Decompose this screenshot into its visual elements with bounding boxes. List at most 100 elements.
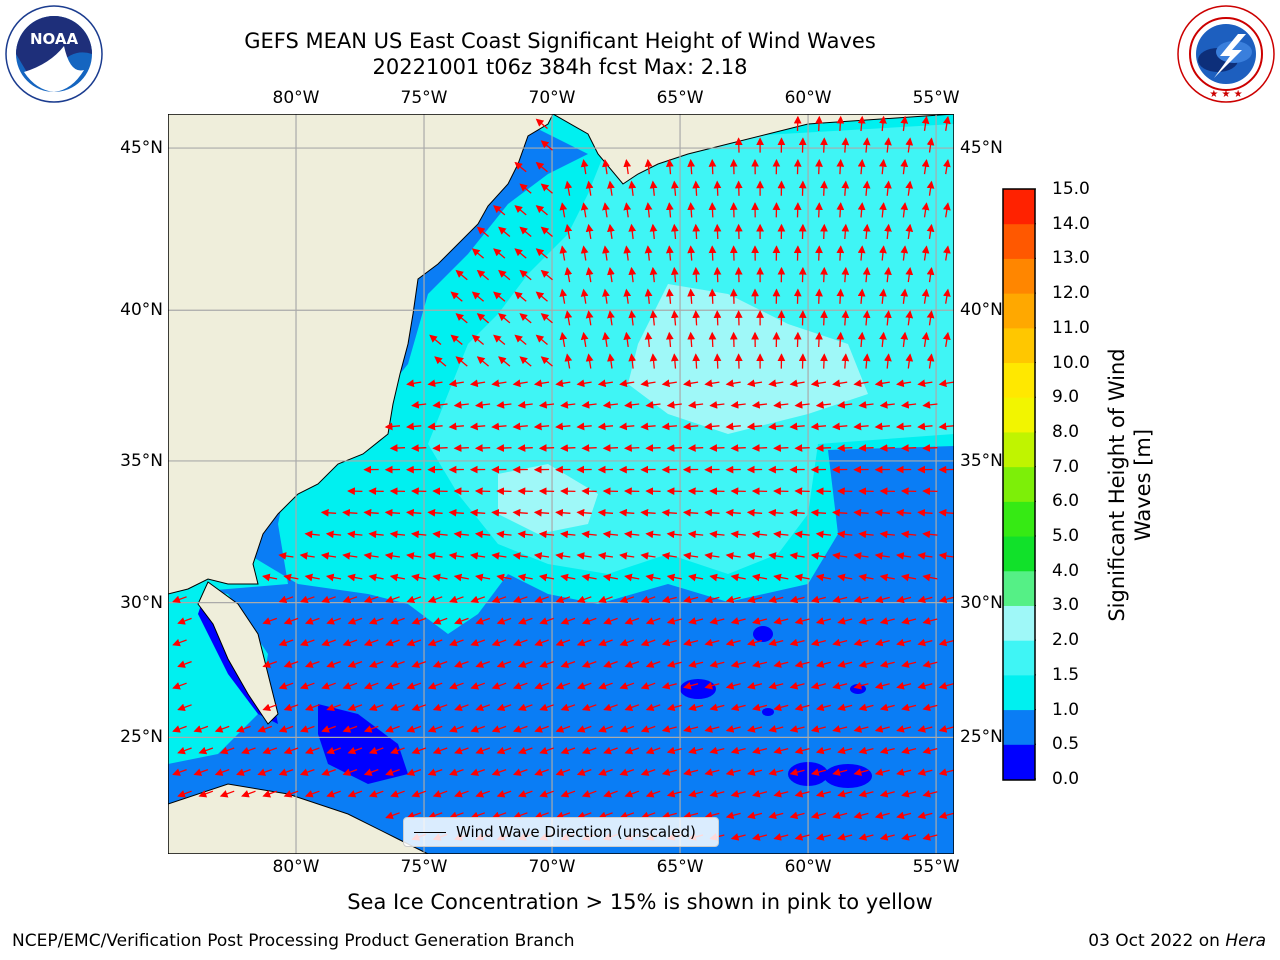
wind-wave-arrow [493,248,506,259]
wind-wave-arrow [321,725,336,733]
wind-wave-arrow [858,530,874,539]
wind-wave-arrow [193,768,209,776]
wind-wave-arrow [455,269,468,281]
wind-wave-arrow [857,158,866,175]
wind-wave-arrow [879,202,887,218]
wind-wave-arrow [768,422,784,431]
wind-wave-arrow [576,768,592,776]
wind-wave-arrow [926,180,935,196]
wind-wave-arrow [427,552,443,560]
wind-wave-arrow [453,573,469,582]
wind-wave-arrow [725,595,741,604]
colorbar-tick-label: 1.0 [1052,699,1080,720]
wind-wave-arrow [470,552,486,560]
wind-wave-arrow [498,226,511,237]
wind-wave-arrow [730,617,746,625]
wind-wave-arrow [519,183,532,194]
wind-wave-arrow [598,638,613,647]
wind-wave-arrow [491,508,507,517]
wind-wave-arrow [858,573,874,582]
wind-wave-arrow [773,660,789,668]
wind-wave-arrow [670,266,679,283]
wind-wave-arrow [921,331,930,347]
wind-wave-arrow [640,422,656,431]
colorbar-tick-label: 3.0 [1052,595,1080,616]
colorbar-segment [1003,327,1035,364]
wind-wave-arrow [491,768,507,776]
latitude-label-left: 35°N [120,450,163,471]
wind-wave-arrow [576,682,592,690]
wind-wave-arrow [559,331,568,348]
wind-wave-arrow [555,422,571,431]
wind-wave-arrow [454,660,469,668]
wind-wave-arrow [474,530,491,539]
wind-wave-arrow [661,725,677,733]
wind-wave-arrow [514,248,527,259]
wind-wave-arrow [862,137,871,153]
wind-wave-arrow [900,115,909,132]
wind-wave-arrow [540,140,553,151]
wind-wave-arrow [368,703,384,712]
wind-wave-arrow [815,331,823,348]
wind-wave-arrow [645,617,661,625]
wind-wave-arrow [815,288,823,304]
wind-wave-arrow [498,313,511,324]
wind-wave-arrow [666,789,682,798]
wind-wave-arrow [815,245,823,261]
wind-wave-arrow [725,638,741,647]
land-north-america [168,114,554,595]
wind-wave-arrow [688,789,704,798]
wind-wave-arrow [406,682,422,690]
wind-wave-arrow [794,660,810,668]
wind-wave-arrow [491,552,507,560]
wind-wave-arrow [810,379,827,388]
wind-wave-arrow [602,288,610,304]
wind-wave-arrow [517,790,533,798]
wind-wave-arrow [836,331,845,348]
wind-wave-arrow [853,681,869,690]
wind-wave-arrow [832,552,848,560]
wind-wave-arrow [926,310,935,326]
wind-wave-arrow [900,444,917,452]
wind-wave-arrow [283,790,299,798]
wind-wave-arrow [534,682,549,690]
wind-wave-arrow [623,245,632,261]
wind-wave-arrow [325,573,342,582]
wind-wave-arrow [603,660,618,668]
wind-wave-arrow [363,508,379,517]
wind-wave-arrow [644,245,653,261]
wind-wave-arrow [580,288,589,304]
wind-wave-arrow [406,379,422,388]
wind-wave-arrow [177,660,192,668]
wind-wave-arrow [172,725,187,733]
wind-wave-arrow [607,310,615,326]
wind-wave-arrow [725,552,741,560]
wind-wave-arrow [385,682,400,690]
wind-wave-arrow [512,508,528,517]
wind-wave-arrow [363,725,379,733]
wind-wave-arrow [810,595,826,604]
wind-wave-arrow [815,789,831,798]
wind-wave-arrow [853,768,869,776]
wind-wave-arrow [517,444,533,452]
wind-wave-arrow [476,313,490,324]
wind-wave-arrow [747,811,763,820]
wind-wave-arrow [794,573,810,582]
wind-wave-arrow [832,508,848,517]
wind-wave-arrow [517,573,533,582]
wind-wave-arrow [496,573,512,582]
colorbar-segment [1003,223,1035,259]
wind-wave-arrow [683,595,699,604]
wind-wave-arrow [326,790,341,798]
wind-wave-arrow [810,768,826,776]
wind-wave-arrow [640,508,656,517]
wind-wave-arrow [555,379,571,388]
wind-wave-arrow [874,552,890,560]
wind-wave-arrow [768,508,784,517]
wind-wave-arrow [538,444,555,452]
wind-wave-arrow [555,811,571,820]
wind-wave-arrow [198,746,214,755]
wind-wave-arrow [708,331,717,348]
wind-wave-arrow [602,400,618,409]
wind-wave-arrow [603,746,618,755]
